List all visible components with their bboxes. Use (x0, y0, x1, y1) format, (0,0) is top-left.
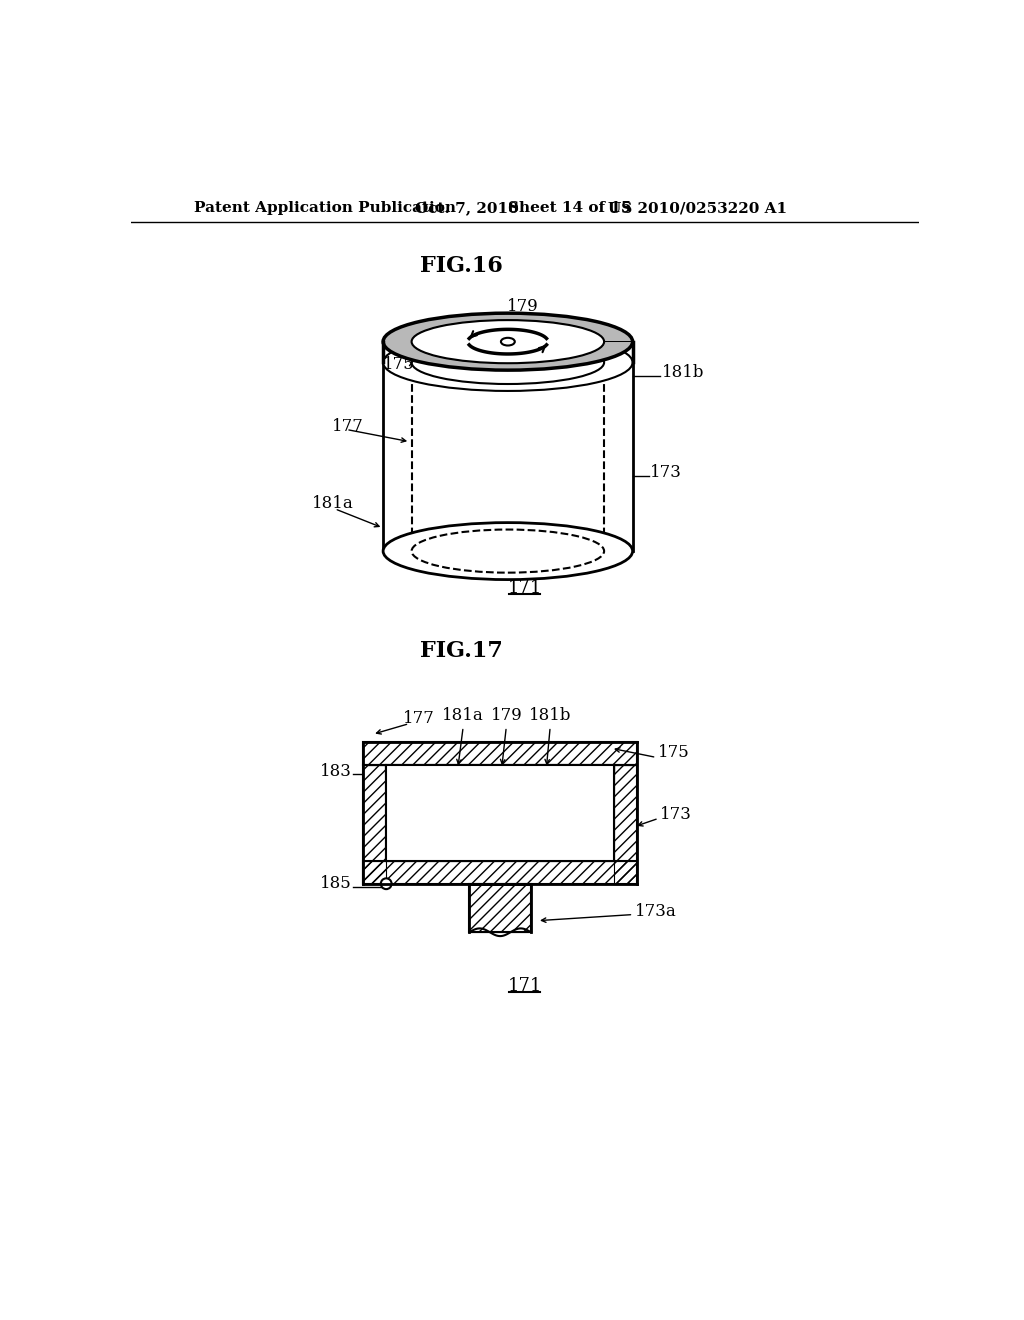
Ellipse shape (412, 341, 604, 384)
Text: 179: 179 (490, 708, 522, 725)
Bar (364, 861, 637, 884)
Text: 173: 173 (650, 465, 682, 480)
Text: 177: 177 (403, 710, 435, 727)
Text: US 2010/0253220 A1: US 2010/0253220 A1 (608, 202, 787, 215)
Ellipse shape (383, 334, 633, 391)
Bar (386, 766, 614, 775)
Bar (364, 766, 386, 884)
Bar (386, 766, 614, 775)
Bar (469, 884, 531, 932)
Text: 177: 177 (333, 418, 365, 434)
Bar (364, 742, 637, 766)
Text: 181b: 181b (662, 364, 705, 381)
Text: FIG.16: FIG.16 (420, 255, 503, 277)
Text: 175: 175 (383, 356, 415, 374)
Text: 179: 179 (507, 298, 539, 314)
Bar (469, 884, 531, 932)
Text: 185: 185 (319, 875, 351, 892)
Ellipse shape (501, 338, 515, 346)
Text: FIG.17: FIG.17 (420, 640, 503, 663)
Text: 171: 171 (508, 977, 542, 995)
Ellipse shape (412, 321, 604, 363)
Text: 181b: 181b (529, 708, 571, 725)
Ellipse shape (383, 523, 633, 579)
Bar (614, 766, 637, 884)
Text: 173a: 173a (635, 903, 677, 920)
Polygon shape (383, 313, 633, 370)
Bar (386, 766, 614, 861)
Text: Sheet 14 of 15: Sheet 14 of 15 (508, 202, 632, 215)
Text: 183: 183 (319, 763, 351, 780)
Text: 175: 175 (658, 744, 690, 762)
Text: 181a: 181a (442, 708, 484, 725)
Text: 181a: 181a (311, 495, 353, 512)
Text: Oct. 7, 2010: Oct. 7, 2010 (416, 202, 519, 215)
Text: 173: 173 (660, 807, 692, 822)
Text: Patent Application Publication: Patent Application Publication (194, 202, 456, 215)
Bar (364, 742, 637, 766)
Bar (614, 766, 637, 884)
Bar (364, 861, 637, 884)
Ellipse shape (381, 878, 391, 890)
Text: 171: 171 (508, 579, 542, 597)
Text: 179a179b179a: 179a179b179a (466, 322, 581, 337)
Bar (364, 766, 386, 884)
